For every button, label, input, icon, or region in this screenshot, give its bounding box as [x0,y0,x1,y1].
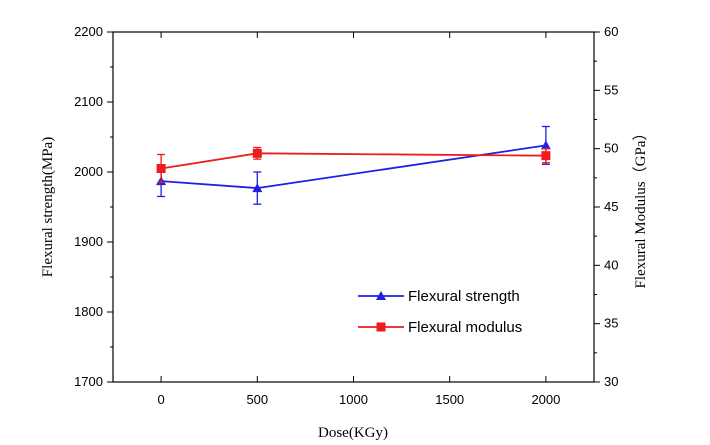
x-tick-label: 1500 [435,392,464,407]
y-tick-label-left: 1800 [74,304,103,319]
x-tick-label: 2000 [531,392,560,407]
ticks: 0 500 1000 1500 2000 1700 1800 1900 2000 2100 2200… [74,24,618,407]
y-tick-label-right: 50 [604,141,618,156]
series-layer [156,125,551,205]
legend-label-flexural-strength: Flexural strength [408,288,520,305]
flexural-modulus-line [160,152,546,170]
y-axis-title-left: Flexural strength(MPa) [40,137,56,277]
y-tick-label-left: 2200 [74,24,103,39]
flexural-strength-point [540,140,551,150]
flexural-strength-line [161,144,547,190]
y-tick-label-right: 45 [604,199,618,214]
legend-marker-flexural-strength [376,291,386,300]
y-axis-title-right: Flexural Modulus（GPa） [632,126,649,289]
x-tick-label: 500 [246,392,268,407]
x-axis-title: Dose(KGy) [318,425,388,441]
flexural-modulus-point [156,164,166,173]
flexural-modulus-point [252,148,262,158]
y-tick-label-left: 1700 [74,374,103,389]
flexural-modulus-point [541,151,551,161]
x-tick-label: 0 [157,392,164,407]
y-tick-label-right: 35 [604,316,618,331]
legend-label-flexural-modulus: Flexural modulus [408,319,522,336]
y-tick-label-right: 30 [604,374,618,389]
legend: Flexural strength Flexural modulus [358,288,522,336]
y-tick-label-left: 2000 [74,164,103,179]
y-tick-label-right: 60 [604,24,618,39]
flexural-strength-point [252,183,263,193]
y-tick-label-left: 1900 [74,234,103,249]
legend-marker-flexural-modulus [376,322,386,332]
y-tick-label-right: 40 [604,257,618,272]
y-tick-label-right: 55 [604,82,618,97]
x-tick-label: 1000 [339,392,368,407]
y-tick-label-left: 2100 [74,94,103,109]
